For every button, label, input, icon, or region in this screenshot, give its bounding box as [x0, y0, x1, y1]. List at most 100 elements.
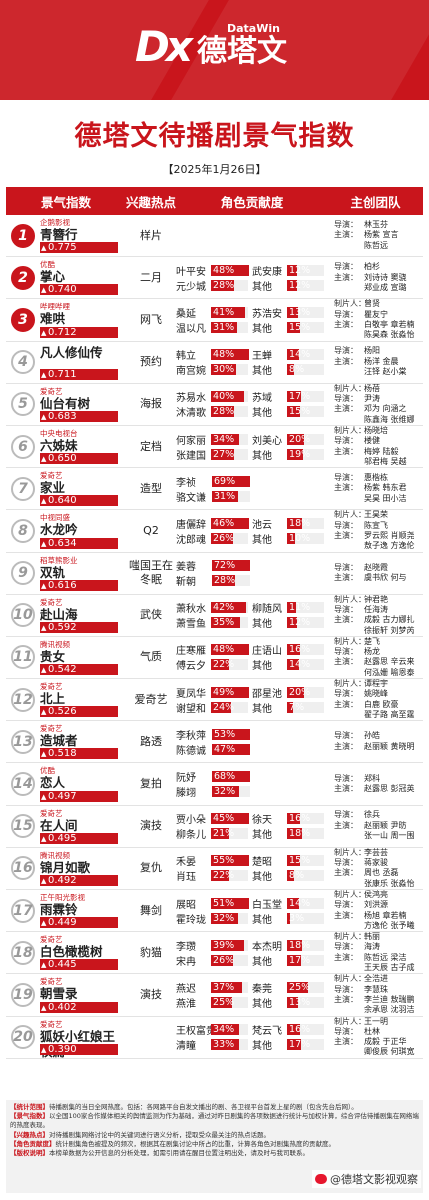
cast-label: 主演： [334, 910, 358, 920]
cast-names: 陈哲远 [364, 240, 388, 250]
role-bar: 22% [211, 870, 248, 882]
producer-label: 制片人： [334, 679, 366, 689]
role-percent: 14% [289, 349, 311, 361]
role-bar: 14% [287, 659, 324, 671]
rank-badge: 9 [11, 561, 35, 586]
role-bar: 41% [211, 306, 248, 318]
role-line: 萧秋水 42% 柳随风 11% [176, 601, 328, 615]
role-bar-fill [287, 617, 298, 629]
rank-badge: 19 [11, 982, 35, 1007]
role-percent: 30% [213, 364, 235, 376]
interest-cell: 演技 [126, 974, 176, 1015]
director-name: 瞿友宁 [364, 309, 388, 319]
up-arrow-icon: ▲ [41, 708, 47, 717]
role-line: 傅云夕 22% 其他 14% [176, 658, 328, 672]
interest-keyword: Q2 [143, 523, 159, 537]
role-bar: 12% [287, 279, 324, 291]
role-line: 贾小朵 45% 徐天 16% [176, 812, 328, 827]
role-name: 其他 [252, 998, 272, 1010]
score-bar: ▲ 0.518 [40, 748, 118, 760]
director-label: 导演： [334, 309, 358, 319]
role-bar: 35% [211, 617, 248, 629]
table-row: 6 中央电视台 六姊妹 ▲ 0.650 定档 何家丽 34% 刘美心 20% 张建国 27% 其他 19%… [6, 426, 423, 469]
platform-label: 稻草熊影业 [40, 555, 78, 565]
platform-label: 爱奇艺 [40, 1019, 63, 1029]
cast-spacer [334, 831, 364, 842]
role-bar: 31% [212, 490, 250, 502]
director-line: 导演： 瞿友宁 [334, 310, 423, 320]
interest-keyword: 演技 [140, 987, 162, 1001]
role-line: 庄寒雁 48% 庄语山 16% [176, 643, 328, 657]
note-text: 统计剧集角色被提及的频次，根据其在剧集讨论中所占的比重，计算各角色对剧集热度的贡… [55, 1139, 336, 1148]
role-bar: 34% [211, 1024, 248, 1036]
role-bar: 27% [211, 448, 248, 460]
role-name: 徐天 [252, 815, 272, 827]
role-bar: 48% [211, 644, 250, 656]
director-line: 导演： 陈宣飞 [334, 521, 423, 531]
drama-name: 赴山海 [40, 606, 78, 622]
rank-cell: 4 [6, 342, 40, 383]
role-bar-fill [211, 870, 230, 882]
producer-label: 制片人： [334, 890, 366, 899]
drama-cell: 企鹅影视 青簪行 ▲ 0.775 [40, 215, 126, 256]
rank-badge: 17 [11, 898, 35, 923]
score-value: 0.542 [48, 664, 77, 676]
rank-badge: 5 [11, 392, 35, 417]
drama-cell: 爱奇艺 家业 ▲ 0.640 [40, 468, 126, 509]
role-percent: 46% [213, 517, 235, 529]
role-bar-fill [287, 954, 302, 966]
cast-line: 徐振轩 刘梦芮 [334, 626, 423, 636]
director-label: 导演： [334, 394, 358, 404]
role-bar-fill [287, 391, 302, 403]
director-label: 导演： [334, 520, 358, 530]
col-header-interest: 兴趣热点 [126, 194, 177, 210]
role-percent: 35% [213, 617, 235, 629]
brand-logo: Dx 德塔文 DataWin [135, 22, 287, 68]
role-bar-fill [211, 659, 230, 671]
cast-names: 赵露思 辛云来 [364, 657, 415, 667]
drama-cell: 中央电视台 六姊妹 ▲ 0.650 [40, 426, 126, 467]
role-bar-fill [287, 1039, 302, 1051]
score-bar: ▲ 0.526 [40, 706, 118, 718]
platform-label: 优酷 [40, 260, 55, 270]
role-bar: 24% [211, 701, 248, 713]
role-name: 本杰明 [252, 941, 282, 953]
director-line: 导演： 惠楷栋 [334, 473, 423, 484]
cast-line: 主演： 罗云熙 肖顺尧 [334, 531, 423, 541]
score-value: 0.650 [48, 453, 77, 465]
cast-spacer [334, 494, 364, 505]
role-name: 其他 [252, 956, 272, 968]
rank-badge: 12 [11, 687, 35, 712]
role-bar: 15% [287, 321, 324, 333]
watermark-text: @德塔文影视观察 [330, 1173, 418, 1186]
role-bar-fill [212, 728, 250, 740]
director-name: 尹涛 [364, 394, 380, 404]
producer-name: 王昊荣 [364, 510, 388, 520]
roles-cell [176, 215, 328, 256]
director-line: 导演： 孙皓 [334, 731, 423, 742]
cast-names: 李兰迪 敖瑞鹏 [364, 994, 415, 1004]
role-name: 苏域 [252, 393, 272, 405]
role-name: 唐儷辞 [176, 519, 206, 531]
cast-line: 何泓姗 喻恩泰 [334, 668, 423, 678]
cast-line: 陈哲远 [334, 241, 423, 252]
role-bar-fill [287, 701, 293, 713]
drama-name: 家业 [40, 480, 66, 496]
role-bar: 28% [211, 406, 248, 418]
role-line: 燕淮 25% 其他 13% [176, 996, 328, 1010]
role-line: 唐儷辞 46% 池云 18% [176, 517, 328, 531]
score-bar: ▲ 0.740 [40, 284, 118, 296]
rank-cell: 17 [6, 890, 40, 931]
role-name: 其他 [252, 830, 272, 842]
platform-label: 中视同盛 [40, 513, 70, 523]
role-percent: 40% [213, 391, 235, 403]
role-percent: 15% [289, 321, 311, 333]
up-arrow-icon: ▲ [41, 581, 47, 590]
up-arrow-icon: ▲ [41, 455, 47, 464]
role-bar: 18% [287, 828, 324, 840]
interest-keyword: 豹猫 [140, 945, 162, 959]
rank-badge: 3 [11, 307, 35, 332]
drama-cell: 优酷 掌心 ▲ 0.740 [40, 257, 126, 298]
rank-badge: 1 [11, 223, 35, 248]
